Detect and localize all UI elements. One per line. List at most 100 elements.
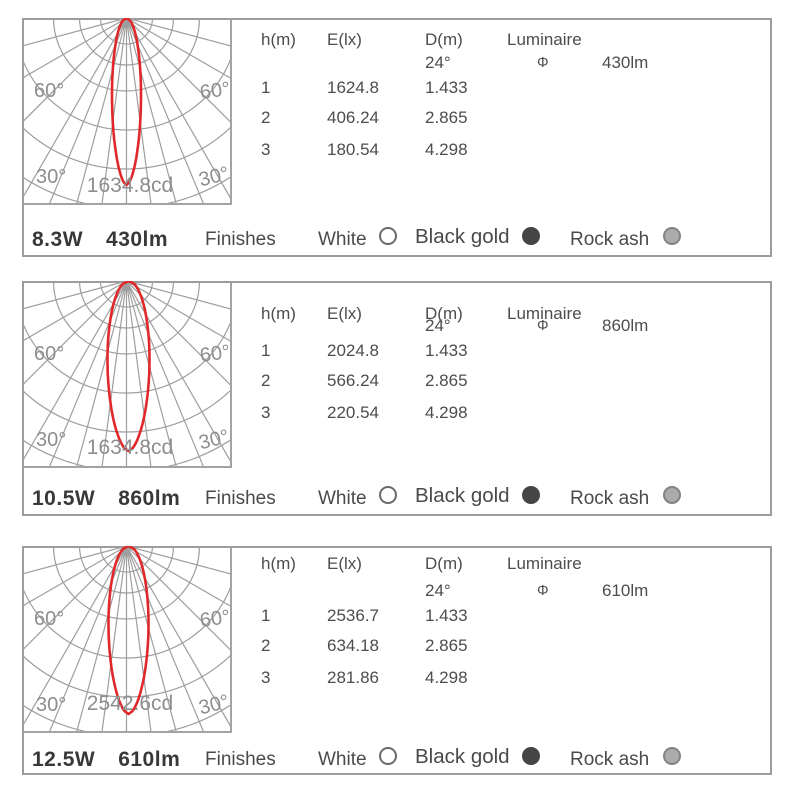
height-value: 3 xyxy=(261,668,271,687)
column-header-e: E(lx) xyxy=(327,554,362,573)
finish-option-rock-ash: Rock ash xyxy=(570,488,650,509)
finishes-label: Finishes xyxy=(205,749,276,770)
peak-candela-label: 2542.6cd xyxy=(86,692,174,715)
column-header-d: D(m) xyxy=(425,30,463,49)
lumen-value: 610lm xyxy=(118,748,181,771)
angle-label-60-left: 60° xyxy=(34,343,65,365)
height-value: 1 xyxy=(261,606,271,625)
height-value: 1 xyxy=(261,78,271,97)
height-value: 2 xyxy=(261,108,271,127)
column-header-d: D(m) xyxy=(425,304,463,323)
illuminance-value: 634.18 xyxy=(327,636,379,655)
product-variant-panel: 60° 60° 30° 30° 2542.6cd h(m) E(lx) D(m) Lu… xyxy=(22,546,772,775)
wattage-value: 10.5W xyxy=(32,487,96,510)
finish-option-white: White xyxy=(318,488,367,509)
variant-power-output: 10.5W 860lm xyxy=(32,486,180,512)
beam-angle-value: 24° xyxy=(425,581,451,600)
height-value: 3 xyxy=(261,403,271,422)
finish-option-black-gold: Black gold xyxy=(415,745,510,768)
angle-label-60-right: 60° xyxy=(198,341,232,368)
finish-option-rock-ash: Rock ash xyxy=(570,749,650,770)
angle-label-60-right: 60° xyxy=(198,78,232,105)
peak-candela-label: 1634.8cd xyxy=(86,436,174,459)
white-finish-swatch xyxy=(379,747,397,765)
column-header-luminaire: Luminaire xyxy=(507,30,582,49)
black-gold-finish-swatch xyxy=(522,486,540,504)
photometric-polar-diagram: 60° 60° 30° 30° 2542.6cd xyxy=(22,546,232,733)
variant-power-output: 8.3W 430lm xyxy=(32,227,168,253)
finish-option-black-gold: Black gold xyxy=(415,225,510,248)
angle-label-60-left: 60° xyxy=(34,80,65,102)
flux-symbol: Φ xyxy=(537,583,549,599)
beam-angle-value: 24° xyxy=(425,316,451,335)
polar-grid xyxy=(22,281,230,466)
height-value: 2 xyxy=(261,636,271,655)
flux-symbol: Φ xyxy=(537,55,549,71)
illuminance-value: 2024.8 xyxy=(327,341,379,360)
column-header-d: D(m) xyxy=(425,554,463,573)
finishes-label: Finishes xyxy=(205,488,276,509)
finishes-row: Finishes White Black gold Rock ash xyxy=(24,225,770,253)
angle-label-30-left: 30° xyxy=(36,694,67,716)
luminaire-flux-value: 430lm xyxy=(602,53,649,72)
finish-option-rock-ash: Rock ash xyxy=(570,229,650,250)
diameter-value: 2.865 xyxy=(425,636,468,655)
wattage-value: 8.3W xyxy=(32,228,84,251)
white-finish-swatch xyxy=(379,227,397,245)
column-header-h: h(m) xyxy=(261,554,296,573)
photometric-polar-diagram: 60° 60° 30° 30° 1634.8cd xyxy=(22,281,232,468)
beam-intensity-curve xyxy=(107,546,150,716)
polar-grid xyxy=(22,546,230,731)
angle-label-60-left: 60° xyxy=(34,608,65,630)
illuminance-value: 180.54 xyxy=(327,140,379,159)
finishes-label: Finishes xyxy=(205,229,276,250)
column-header-e: E(lx) xyxy=(327,30,362,49)
diameter-value: 4.298 xyxy=(425,668,468,687)
finish-option-black-gold: Black gold xyxy=(415,484,510,507)
finish-option-white: White xyxy=(318,749,367,770)
finishes-row: Finishes White Black gold Rock ash xyxy=(24,745,770,773)
column-header-luminaire: Luminaire xyxy=(507,304,582,323)
diameter-value: 1.433 xyxy=(425,78,468,97)
black-gold-finish-swatch xyxy=(522,227,540,245)
product-variant-panel: 60° 60° 30° 30° 1634.8cd h(m) E(lx) D(m) Lu… xyxy=(22,18,772,257)
height-value: 1 xyxy=(261,341,271,360)
finishes-row: Finishes White Black gold Rock ash xyxy=(24,484,770,512)
polar-grid xyxy=(22,18,230,203)
rock-ash-finish-swatch xyxy=(663,486,681,504)
height-value: 2 xyxy=(261,371,271,390)
angle-label-30-left: 30° xyxy=(36,166,67,188)
beam-intensity-curve xyxy=(106,281,151,453)
photometric-polar-diagram: 60° 60° 30° 30° 1634.8cd xyxy=(22,18,232,205)
product-variant-panel: 60° 60° 30° 30° 1634.8cd h(m) E(lx) D(m) Lu… xyxy=(22,281,772,516)
diameter-value: 1.433 xyxy=(425,606,468,625)
angle-label-60-right: 60° xyxy=(198,606,232,633)
rock-ash-finish-swatch xyxy=(663,747,681,765)
luminaire-flux-value: 610lm xyxy=(602,581,649,600)
illuminance-value: 406.24 xyxy=(327,108,379,127)
peak-candela-label: 1634.8cd xyxy=(86,174,174,197)
finish-option-white: White xyxy=(318,229,367,250)
diameter-value: 4.298 xyxy=(425,403,468,422)
illuminance-value: 1624.8 xyxy=(327,78,379,97)
height-value: 3 xyxy=(261,140,271,159)
angle-label-30-left: 30° xyxy=(36,429,67,451)
rock-ash-finish-swatch xyxy=(663,227,681,245)
lumen-value: 430lm xyxy=(106,228,169,251)
column-header-h: h(m) xyxy=(261,304,296,323)
column-header-e: E(lx) xyxy=(327,304,362,323)
variant-power-output: 12.5W 610lm xyxy=(32,747,180,773)
illuminance-value: 566.24 xyxy=(327,371,379,390)
column-header-luminaire: Luminaire xyxy=(507,554,582,573)
black-gold-finish-swatch xyxy=(522,747,540,765)
diameter-value: 2.865 xyxy=(425,371,468,390)
beam-angle-value: 24° xyxy=(425,53,451,72)
white-finish-swatch xyxy=(379,486,397,504)
diameter-value: 4.298 xyxy=(425,140,468,159)
illuminance-value: 220.54 xyxy=(327,403,379,422)
illuminance-value: 2536.7 xyxy=(327,606,379,625)
flux-symbol: Φ xyxy=(537,318,549,334)
wattage-value: 12.5W xyxy=(32,748,96,771)
lumen-value: 860lm xyxy=(118,487,181,510)
luminaire-flux-value: 860lm xyxy=(602,316,649,335)
